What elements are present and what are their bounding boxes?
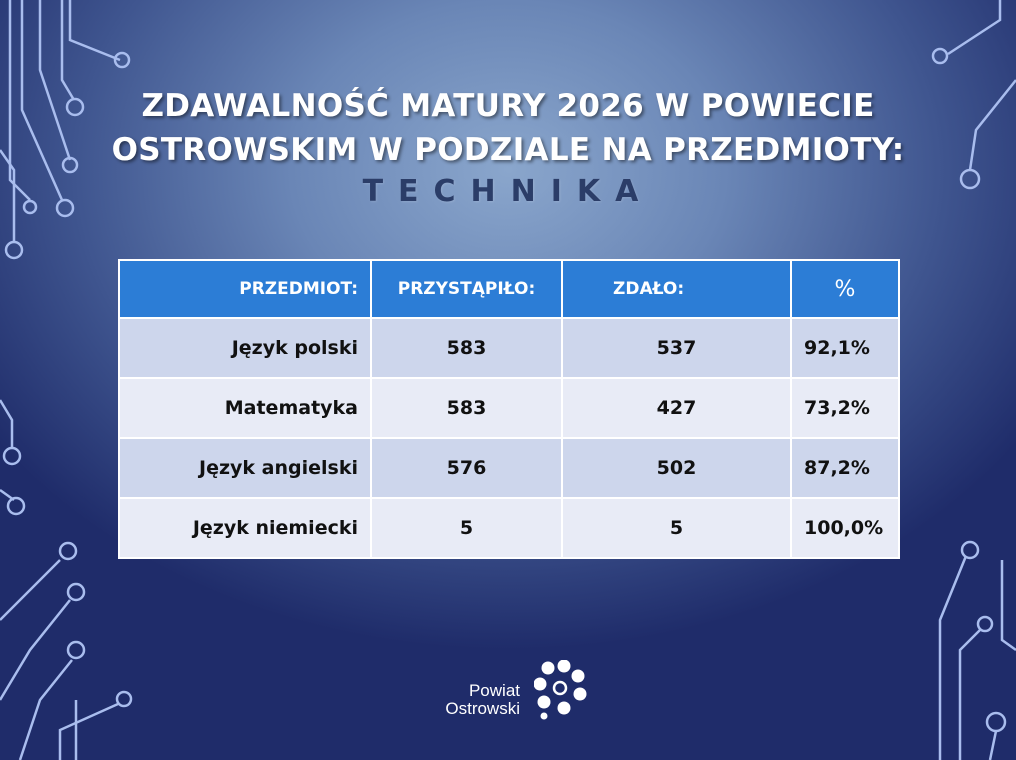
table-row: Język angielski 576 502 87,2%: [118, 437, 900, 499]
cell-subject: Matematyka: [118, 377, 372, 439]
cell-passed: 502: [561, 437, 792, 499]
cell-taken: 583: [370, 317, 563, 379]
cell-taken: 576: [370, 437, 563, 499]
cell-passed: 427: [561, 377, 792, 439]
table-row: Matematyka 583 427 73,2%: [118, 377, 900, 439]
slide-title: ZDAWALNOŚĆ MATURY 2026 W POWIECIE OSTROW…: [60, 84, 956, 172]
cell-percent: 100,0%: [790, 497, 900, 559]
cell-percent: 92,1%: [790, 317, 900, 379]
cell-passed: 537: [561, 317, 792, 379]
header-subject: PRZEDMIOT:: [118, 259, 372, 319]
logo-line-1: Powiat: [468, 681, 520, 700]
logo-text: Powiat Ostrowski: [445, 682, 520, 718]
cell-taken: 5: [370, 497, 563, 559]
cell-subject: Język niemiecki: [118, 497, 372, 559]
cell-taken: 583: [370, 377, 563, 439]
powiat-ostrowski-logo: Powiat Ostrowski: [430, 658, 590, 722]
flower-dots-icon: [534, 660, 587, 720]
cell-passed: 5: [561, 497, 792, 559]
logo-line-2: Ostrowski: [445, 699, 520, 718]
table-header-row: PRZEDMIOT: PRZYSTĄPIŁO: ZDAŁO: %: [118, 259, 900, 319]
cell-subject: Język angielski: [118, 437, 372, 499]
results-table: PRZEDMIOT: PRZYSTĄPIŁO: ZDAŁO: % Język p…: [118, 259, 900, 559]
table-row: Język polski 583 537 92,1%: [118, 317, 900, 379]
title-line-2: OSTROWSKIM W PODZIALE NA PRZEDMIOTY:: [111, 132, 905, 168]
title-line-1: ZDAWALNOŚĆ MATURY 2026 W POWIECIE: [141, 88, 875, 124]
cell-percent: 87,2%: [790, 437, 900, 499]
header-taken: PRZYSTĄPIŁO:: [370, 259, 563, 319]
header-percent: %: [790, 259, 900, 319]
cell-subject: Język polski: [118, 317, 372, 379]
table-row: Język niemiecki 5 5 100,0%: [118, 497, 900, 559]
cell-percent: 73,2%: [790, 377, 900, 439]
slide-subtitle: TECHNIKA: [362, 174, 654, 209]
header-passed: ZDAŁO:: [561, 259, 792, 319]
